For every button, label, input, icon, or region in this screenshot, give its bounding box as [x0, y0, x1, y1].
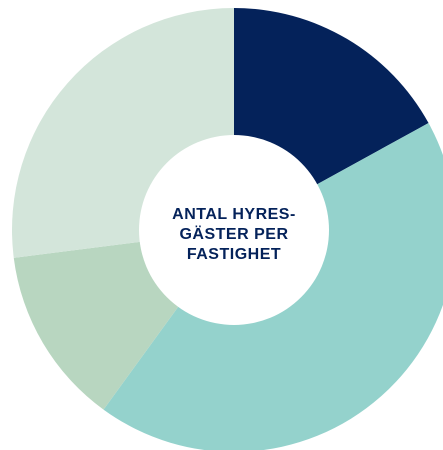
center-label-line-2: GÄSTER PER — [179, 225, 288, 243]
center-label-line-3: FASTIGHET — [187, 246, 281, 263]
center-label-line-1: ANTAL HYRES- — [172, 206, 296, 223]
donut-center-hole — [139, 135, 329, 325]
